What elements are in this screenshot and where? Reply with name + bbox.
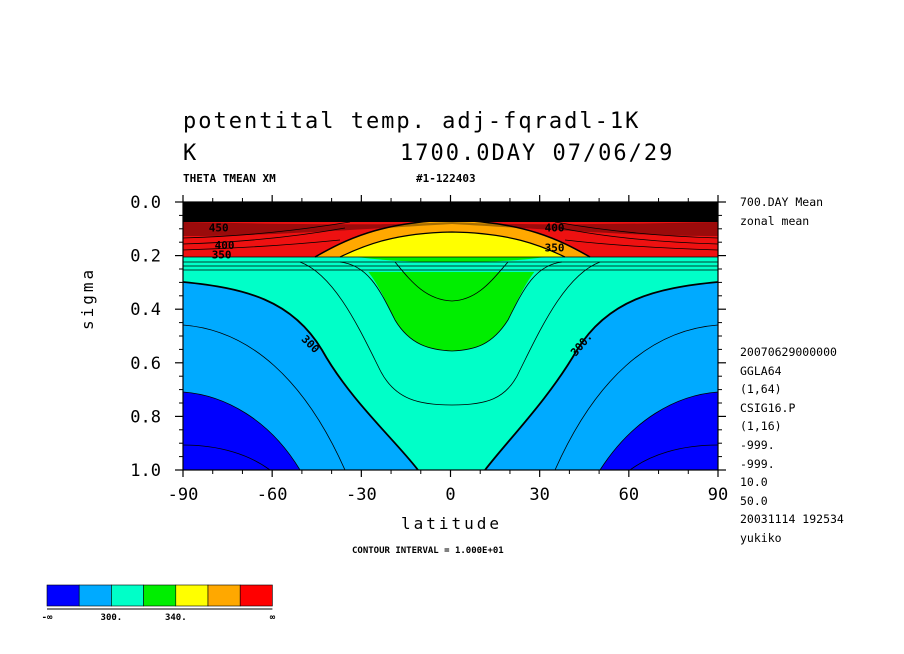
metadata-line: 20070629000000 bbox=[740, 345, 837, 359]
variable-label: THETA TMEAN XM bbox=[183, 172, 276, 185]
region-330-340 bbox=[340, 255, 562, 351]
metadata-line: 10.0 bbox=[740, 475, 768, 490]
legend-swatch bbox=[239, 584, 273, 607]
legend-swatch bbox=[143, 584, 177, 607]
units-label: K bbox=[183, 141, 199, 166]
y-tick-label: 1.0 bbox=[130, 461, 161, 481]
x-tick-label: 60 bbox=[619, 485, 639, 505]
x-tick-label: -90 bbox=[168, 485, 199, 505]
color-legend: -∞ 300. 340. ∞ bbox=[42, 584, 276, 623]
x-tick-label: 0 bbox=[445, 485, 455, 505]
region-below-300-north bbox=[600, 392, 718, 470]
plot-fill bbox=[183, 202, 718, 470]
metadata-line: 50.0 bbox=[740, 493, 768, 508]
y-tick-label: 0.2 bbox=[130, 247, 161, 267]
legend-swatch bbox=[207, 584, 241, 607]
metadata-line: (1,16) bbox=[740, 419, 782, 434]
contour-label: 550 bbox=[206, 205, 226, 218]
contour-lines bbox=[183, 219, 718, 470]
region-310-330 bbox=[183, 270, 718, 470]
axes: -90 -60 -30 0 30 60 90 0.0 0.2 0.4 0.6 0.8 1.0 bbox=[130, 193, 728, 505]
chart-title: potentital temp. adj-fqradl-1K bbox=[183, 109, 641, 134]
legend-swatch bbox=[78, 584, 112, 607]
contour-label: 450 bbox=[209, 221, 229, 234]
legend-swatch bbox=[175, 584, 209, 607]
y-tick-label: 0.8 bbox=[130, 407, 161, 427]
metadata-line: -999. bbox=[740, 456, 775, 471]
x-tick-label: 30 bbox=[529, 485, 549, 505]
run-id-label: #1-122403 bbox=[416, 172, 476, 185]
metadata-line: GGLA64 bbox=[740, 363, 782, 378]
legend-label: 300. bbox=[101, 613, 123, 623]
x-tick-label: -30 bbox=[346, 485, 377, 505]
legend-label: -∞ bbox=[42, 613, 53, 623]
y-tick-label: 0.0 bbox=[130, 193, 161, 213]
contour-label: 650 bbox=[554, 203, 574, 216]
dense-contours-top bbox=[183, 202, 718, 222]
y-tick-label: 0.4 bbox=[130, 300, 161, 320]
metadata-line: 20031114 192534 bbox=[740, 512, 844, 527]
metadata-line: (1,64) bbox=[740, 382, 782, 397]
legend-label: 340. bbox=[165, 613, 187, 623]
contour-label: 350 bbox=[212, 248, 232, 261]
contour-label: 400 bbox=[215, 239, 235, 252]
legend-swatch bbox=[46, 584, 80, 607]
y-axis-label: sigma bbox=[78, 266, 97, 330]
legend-swatch bbox=[111, 584, 144, 607]
metadata-line: CSIG16.P bbox=[740, 400, 796, 415]
x-tick-label: 90 bbox=[708, 485, 728, 505]
zonal-mean-label: zonal mean bbox=[740, 214, 810, 228]
day-date-label: 1700.0DAY 07/06/29 bbox=[400, 141, 675, 166]
metadata-line: -999. bbox=[740, 438, 775, 452]
contour-label: 400 bbox=[545, 221, 565, 234]
contour-interval-note: CONTOUR INTERVAL = 1.000E+01 bbox=[352, 546, 504, 556]
region-340-350 bbox=[340, 232, 565, 257]
x-axis-label: latitude bbox=[401, 514, 503, 533]
dense-contours-shade bbox=[183, 222, 718, 236]
mean-label: 700.DAY Mean bbox=[740, 195, 824, 209]
y-tick-label: 0.6 bbox=[130, 354, 161, 374]
metadata-line: yukiko bbox=[740, 531, 782, 545]
x-tick-label: -60 bbox=[257, 485, 288, 505]
region-below-300-south bbox=[183, 392, 300, 470]
contour-label: 350 bbox=[545, 242, 565, 255]
legend-label: ∞ bbox=[270, 613, 276, 623]
